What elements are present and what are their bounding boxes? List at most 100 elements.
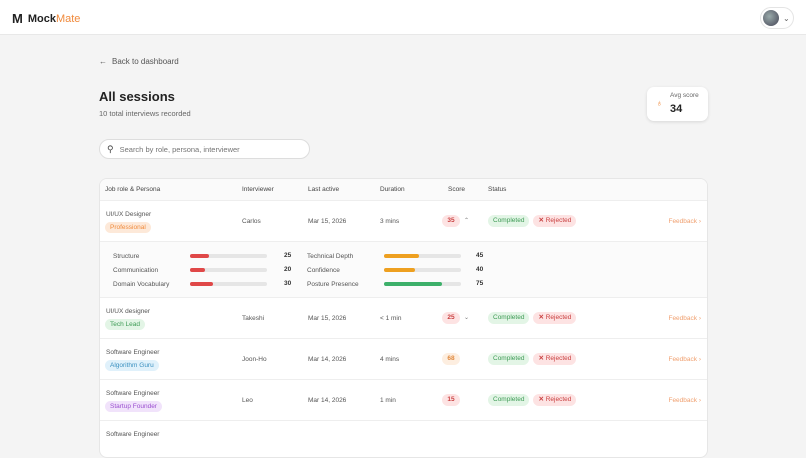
chevron-right-icon: › — [698, 356, 701, 363]
logo[interactable]: M MockMate — [12, 11, 80, 26]
metric-value: 40 — [476, 266, 484, 273]
metric-value: 75 — [476, 280, 484, 287]
persona-badge: Tech Lead — [105, 319, 145, 330]
metric-bar — [190, 282, 267, 286]
feedback-label: Feedback — [668, 315, 698, 322]
chevron-right-icon: › — [698, 218, 701, 225]
metric-bar-fill — [190, 282, 214, 286]
metric-value: 25 — [284, 252, 292, 259]
metric-label: Structure — [113, 252, 140, 260]
back-label: Back to dashboard — [112, 57, 179, 66]
search-icon: ⚲ — [107, 143, 114, 154]
last-active: Mar 14, 2026 — [308, 397, 347, 404]
result-badge: ✕ Rejected — [533, 312, 577, 324]
result-label: Rejected — [545, 355, 572, 362]
page-subtitle: 10 total interviews recorded — [99, 109, 191, 118]
x-icon: ✕ — [538, 217, 544, 224]
metric-bar-fill — [384, 254, 419, 258]
metric-label: Posture Presence — [307, 280, 359, 288]
table-row[interactable]: Software Engineer — [100, 421, 707, 457]
status-group: Completed ✕ Rejected — [488, 312, 577, 324]
job-role: Software Engineer — [106, 390, 160, 397]
feedback-label: Feedback — [668, 218, 698, 225]
table-row[interactable]: Software Engineer Startup Founder Leo Ma… — [100, 380, 707, 421]
score-badge: 68 — [442, 353, 460, 365]
interviewer: Leo — [242, 397, 253, 404]
avg-score-label: Avg score — [670, 92, 699, 99]
metric-bar-fill — [384, 282, 442, 286]
x-icon: ✕ — [538, 314, 544, 321]
metric-label: Technical Depth — [307, 252, 354, 260]
status-badge: Completed — [488, 353, 530, 365]
score-badge: 35 — [442, 215, 460, 227]
result-badge: ✕ Rejected — [533, 394, 577, 406]
persona-badge: Algorithm Guru — [105, 360, 159, 371]
score-badge: 15 — [442, 394, 460, 406]
chevron-down-icon: ⌄ — [783, 13, 790, 23]
feedback-label: Feedback — [668, 397, 698, 404]
interviewer: Carlos — [242, 218, 261, 225]
table-header: Job role & Persona Interviewer Last acti… — [100, 179, 707, 201]
persona-badge: Professional — [105, 222, 151, 233]
table-row[interactable]: Software Engineer Algorithm Guru Joon-Ho… — [100, 339, 707, 380]
job-role: UI/UX Designer — [106, 211, 152, 218]
feedback-link[interactable]: Feedback › — [668, 397, 701, 404]
status-group: Completed ✕ Rejected — [488, 215, 577, 227]
feedback-link[interactable]: Feedback › — [668, 218, 701, 225]
interviewer: Takeshi — [242, 315, 265, 322]
sessions-table: Job role & Persona Interviewer Last acti… — [99, 178, 708, 458]
duration: 3 mins — [380, 218, 400, 225]
brand-name: Mock — [27, 12, 56, 25]
job-role: Software Engineer — [106, 349, 160, 356]
metric-bar — [384, 254, 461, 258]
metric-label: Confidence — [307, 266, 340, 274]
duration: 1 min — [380, 397, 396, 404]
result-label: Rejected — [545, 396, 572, 403]
avg-score-card: ♁ Avg score 34 — [647, 87, 708, 121]
status-badge: Completed — [488, 394, 530, 406]
last-active: Mar 14, 2026 — [308, 356, 347, 363]
table-row[interactable]: UI/UX Designer Professional Carlos Mar 1… — [100, 201, 707, 242]
top-bar: M MockMate ⌄ — [0, 0, 806, 35]
metric-value: 20 — [284, 266, 292, 273]
header-last-active: Last active — [308, 186, 340, 193]
metric-bar — [190, 268, 267, 272]
search-input[interactable] — [119, 144, 290, 154]
job-role: Software Engineer — [106, 431, 160, 438]
persona-badge: Startup Founder — [105, 401, 162, 412]
metric-value: 30 — [284, 280, 292, 287]
status-group: Completed ✕ Rejected — [488, 394, 577, 406]
duration: < 1 min — [380, 315, 402, 322]
result-badge: ✕ Rejected — [533, 353, 577, 365]
feedback-label: Feedback — [668, 356, 698, 363]
header-status: Status — [488, 186, 507, 193]
award-icon: ♁ — [656, 98, 663, 108]
header-duration: Duration — [380, 186, 405, 193]
table-row[interactable]: UI/UX designer Tech Lead Takeshi Mar 15,… — [100, 298, 707, 339]
metric-bar — [384, 282, 461, 286]
user-menu-button[interactable]: ⌄ — [760, 7, 794, 29]
last-active: Mar 15, 2026 — [308, 315, 347, 322]
metric-bar — [190, 254, 267, 258]
score-breakdown: Structure 25 Communication 20 Domain Vocab… — [100, 242, 707, 298]
search-box[interactable]: ⚲ — [99, 139, 310, 159]
feedback-link[interactable]: Feedback › — [668, 356, 701, 363]
avatar — [763, 10, 779, 26]
metric-label: Communication — [113, 266, 159, 274]
result-badge: ✕ Rejected — [533, 215, 577, 227]
chevron-up-icon[interactable]: ⌃ — [464, 218, 470, 224]
avg-score-value: 34 — [670, 103, 683, 115]
job-role: UI/UX designer — [106, 308, 151, 315]
status-badge: Completed — [488, 312, 530, 324]
metric-bar-fill — [384, 268, 415, 272]
feedback-link[interactable]: Feedback › — [668, 315, 701, 322]
brand-suffix: Mate — [55, 12, 81, 25]
chevron-down-icon[interactable]: ⌄ — [464, 315, 470, 321]
metric-bar-fill — [190, 254, 210, 258]
metric-label: Domain Vocabulary — [113, 280, 170, 288]
interviewer: Joon-Ho — [242, 356, 267, 363]
back-link[interactable]: ← Back to dashboard — [99, 57, 179, 66]
result-label: Rejected — [545, 314, 572, 321]
logo-icon: M — [12, 11, 23, 26]
chevron-right-icon: › — [698, 397, 701, 404]
